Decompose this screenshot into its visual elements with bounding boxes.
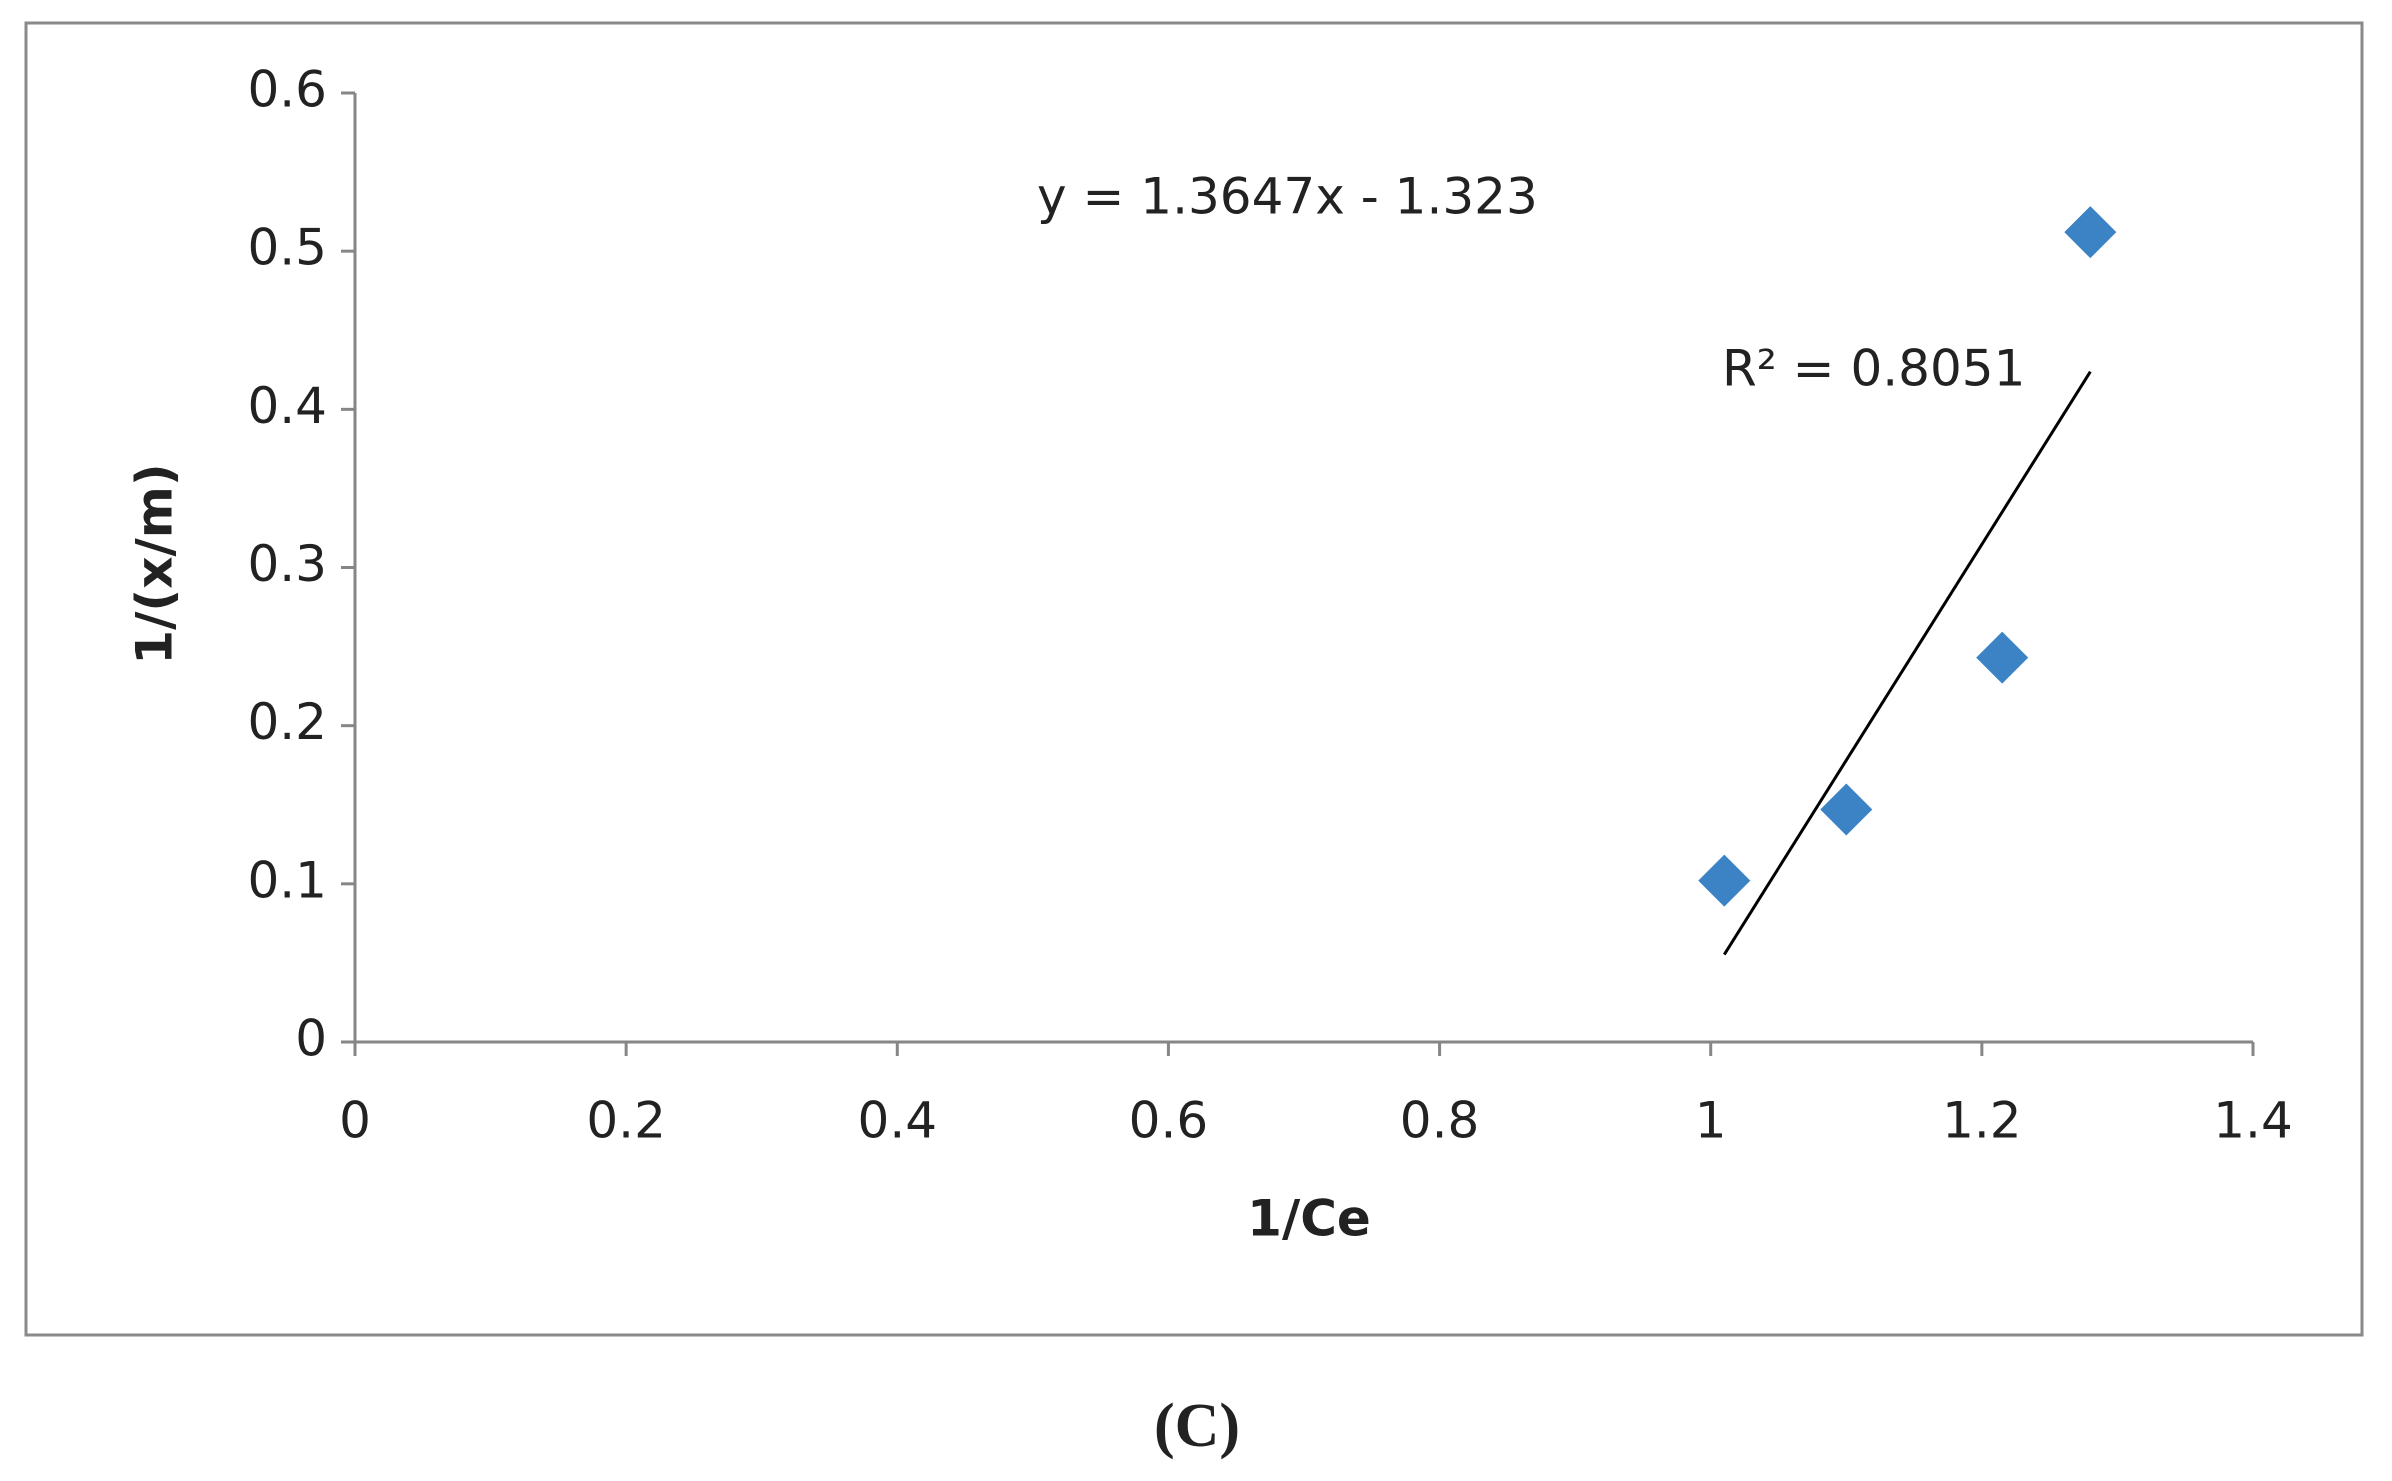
x-tick-label: 0.2 [586, 1092, 666, 1150]
caption: (C) [1154, 1392, 1240, 1460]
y-tick-label: 0.4 [247, 377, 327, 435]
x-tick-label: 1.2 [1942, 1092, 2022, 1150]
y-tick-label: 0.3 [247, 535, 327, 593]
trendline-r-squared: R² = 0.8051 [1722, 340, 2025, 398]
x-tick-label: 1 [1695, 1092, 1727, 1150]
trendline [1722, 370, 2092, 956]
y-tick-label: 0.1 [247, 851, 327, 909]
data-point [1698, 854, 1751, 907]
y-axis-label: 1/(x/m) [126, 463, 184, 664]
y-tick-label: 0.6 [247, 61, 327, 119]
y-tick-label: 0 [295, 1010, 327, 1068]
x-tick-label: 1.4 [2213, 1092, 2293, 1150]
x-tick-label: 0 [339, 1092, 371, 1150]
chart-frame [24, 21, 2364, 1337]
data-point [2064, 206, 2117, 259]
x-tick-label: 0.6 [1129, 1092, 1209, 1150]
x-tick-label: 0.4 [858, 1092, 938, 1150]
y-tick-label: 0.2 [247, 693, 327, 751]
x-tick-label: 0.8 [1400, 1092, 1480, 1150]
data-point [1976, 631, 2029, 684]
x-axis-label: 1/Ce [1247, 1190, 1371, 1248]
y-tick-label: 0.5 [247, 219, 327, 277]
trendline-equation: y = 1.3647x - 1.323 [1037, 168, 1538, 226]
data-point [1820, 783, 1873, 836]
